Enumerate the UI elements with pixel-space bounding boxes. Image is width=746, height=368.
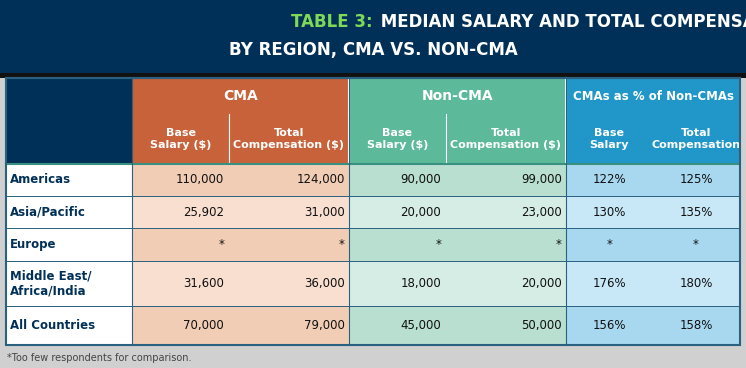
Bar xyxy=(228,229,349,261)
Bar xyxy=(6,196,132,229)
Bar xyxy=(566,164,652,196)
Text: 31,600: 31,600 xyxy=(184,277,224,290)
Bar xyxy=(132,114,228,164)
Text: Base
Salary ($): Base Salary ($) xyxy=(150,128,211,150)
Bar xyxy=(228,114,349,164)
Bar xyxy=(228,196,349,229)
Text: 70,000: 70,000 xyxy=(184,319,224,332)
Text: 135%: 135% xyxy=(680,206,712,219)
Bar xyxy=(228,164,349,196)
Text: All Countries: All Countries xyxy=(10,319,95,332)
Text: Total
Compensation ($): Total Compensation ($) xyxy=(451,128,562,150)
Text: 122%: 122% xyxy=(592,173,626,186)
Text: *: * xyxy=(339,238,345,251)
Text: Total
Compensation: Total Compensation xyxy=(651,128,741,150)
Bar xyxy=(445,229,566,261)
Text: *: * xyxy=(606,238,612,251)
Bar xyxy=(445,306,566,345)
Bar xyxy=(132,229,228,261)
Bar xyxy=(445,196,566,229)
Bar xyxy=(349,306,445,345)
Text: Base
Salary: Base Salary xyxy=(589,128,629,150)
Bar xyxy=(228,261,349,306)
Bar xyxy=(6,306,132,345)
Text: 18,000: 18,000 xyxy=(401,277,441,290)
Text: Base
Salary ($): Base Salary ($) xyxy=(367,128,428,150)
Bar xyxy=(132,78,349,114)
Bar xyxy=(349,114,445,164)
Text: CMA: CMA xyxy=(224,89,258,103)
Bar xyxy=(566,229,652,261)
Text: *: * xyxy=(693,238,699,251)
Text: *: * xyxy=(435,238,441,251)
Text: 45,000: 45,000 xyxy=(401,319,441,332)
Bar xyxy=(132,261,228,306)
Text: Europe: Europe xyxy=(10,238,56,251)
Bar xyxy=(349,196,445,229)
Bar xyxy=(228,306,349,345)
Bar xyxy=(652,196,740,229)
Bar xyxy=(652,229,740,261)
Text: 156%: 156% xyxy=(592,319,626,332)
Text: Asia/Pacific: Asia/Pacific xyxy=(10,206,86,219)
Bar xyxy=(652,261,740,306)
Bar xyxy=(566,261,652,306)
Bar xyxy=(652,164,740,196)
Bar xyxy=(349,261,445,306)
Text: 20,000: 20,000 xyxy=(401,206,441,219)
Bar xyxy=(0,73,746,78)
Bar xyxy=(445,114,566,164)
Text: 50,000: 50,000 xyxy=(521,319,562,332)
Bar xyxy=(6,78,132,114)
Bar xyxy=(566,78,740,114)
Text: 176%: 176% xyxy=(592,277,626,290)
Text: CMAs as % of Non-CMAs: CMAs as % of Non-CMAs xyxy=(573,90,733,103)
Text: 23,000: 23,000 xyxy=(521,206,562,219)
Text: 25,902: 25,902 xyxy=(184,206,224,219)
Text: Non-CMA: Non-CMA xyxy=(422,89,494,103)
Bar xyxy=(349,164,445,196)
Text: 110,000: 110,000 xyxy=(176,173,224,186)
Text: 180%: 180% xyxy=(680,277,712,290)
Bar xyxy=(6,261,132,306)
Text: *: * xyxy=(556,238,562,251)
Text: Total
Compensation ($): Total Compensation ($) xyxy=(233,128,345,150)
Text: 90,000: 90,000 xyxy=(401,173,441,186)
Bar xyxy=(566,196,652,229)
Text: TABLE 3:: TABLE 3: xyxy=(292,13,373,31)
Text: 79,000: 79,000 xyxy=(304,319,345,332)
Text: 130%: 130% xyxy=(592,206,626,219)
Text: 36,000: 36,000 xyxy=(304,277,345,290)
Bar xyxy=(445,261,566,306)
Text: MEDIAN SALARY AND TOTAL COMPENSATION: MEDIAN SALARY AND TOTAL COMPENSATION xyxy=(375,13,746,31)
Bar xyxy=(349,78,566,114)
Text: *: * xyxy=(219,238,224,251)
Bar xyxy=(132,196,228,229)
Bar xyxy=(6,164,132,196)
Text: Middle East/
Africa/India: Middle East/ Africa/India xyxy=(10,269,91,297)
Text: 31,000: 31,000 xyxy=(304,206,345,219)
Text: 124,000: 124,000 xyxy=(296,173,345,186)
Text: 99,000: 99,000 xyxy=(521,173,562,186)
Text: 158%: 158% xyxy=(680,319,712,332)
Bar xyxy=(349,229,445,261)
Text: BY REGION, CMA VS. NON-CMA: BY REGION, CMA VS. NON-CMA xyxy=(228,40,518,59)
Bar xyxy=(6,78,740,345)
Text: 125%: 125% xyxy=(680,173,712,186)
Text: 20,000: 20,000 xyxy=(521,277,562,290)
Bar xyxy=(566,306,652,345)
Bar xyxy=(566,114,652,164)
Bar xyxy=(445,164,566,196)
Bar xyxy=(132,306,228,345)
Text: *Too few respondents for comparison.: *Too few respondents for comparison. xyxy=(7,353,192,363)
Bar xyxy=(132,164,228,196)
Bar xyxy=(6,229,132,261)
Bar xyxy=(652,306,740,345)
Text: Americas: Americas xyxy=(10,173,71,186)
Bar xyxy=(6,114,132,164)
Bar xyxy=(652,114,740,164)
Bar xyxy=(0,0,746,73)
